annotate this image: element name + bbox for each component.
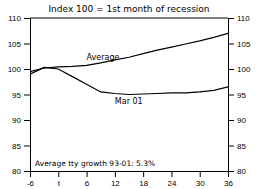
tick-label: 100 xyxy=(8,65,22,74)
axis-line xyxy=(31,172,229,178)
tick-label: 85 xyxy=(237,142,246,151)
tick: 85 xyxy=(12,142,30,151)
axis-line xyxy=(229,19,235,172)
tick-mark xyxy=(24,146,30,147)
tick-mark xyxy=(24,171,30,172)
tick-label: 95 xyxy=(12,91,21,100)
axis-line xyxy=(24,19,31,172)
tick-label: 110 xyxy=(8,14,21,23)
tick-mark xyxy=(228,120,234,121)
chart: -6 t 6 12 18 24 30 36 80 85 90 95 100 105 110 80 85 90 95 1… xyxy=(0,0,258,189)
tick-label: 90 xyxy=(12,116,21,125)
tick-mark xyxy=(171,171,172,177)
tick: 18 xyxy=(139,171,148,188)
plot: -6 t 6 12 18 24 30 36 80 85 90 95 100 105 110 80 85 90 95 1… xyxy=(8,14,251,188)
y2-axis: 80 85 90 95 100 105 110 xyxy=(228,14,251,176)
tick-mark xyxy=(24,44,30,45)
title: Index 100 = 1st month of recession xyxy=(48,4,209,14)
tick: 105 xyxy=(228,40,251,49)
tick-mark xyxy=(115,171,116,177)
tick-mark xyxy=(87,171,88,177)
tick-label: 85 xyxy=(12,142,21,151)
tick: 95 xyxy=(228,91,246,100)
tick-mark xyxy=(228,95,234,96)
tick-label: 6 xyxy=(85,179,90,188)
tick-label: -6 xyxy=(27,179,35,188)
tick-label: 30 xyxy=(196,179,205,188)
tick-label: 80 xyxy=(12,167,21,176)
series-line xyxy=(30,67,228,94)
tick-mark xyxy=(24,69,30,70)
tick-mark xyxy=(24,120,30,121)
x-axis: -6 t 6 12 18 24 30 36 xyxy=(27,171,234,188)
tick: 85 xyxy=(228,142,246,151)
tick: 12 xyxy=(111,171,120,188)
tick: 80 xyxy=(12,167,30,176)
tick-label: 24 xyxy=(167,179,176,188)
tick-label: 100 xyxy=(237,65,251,74)
tick-label: 12 xyxy=(111,179,120,188)
tick: -6 xyxy=(27,171,35,188)
frame-top xyxy=(30,18,228,19)
tick: 36 xyxy=(224,171,233,188)
tick: 90 xyxy=(12,116,30,125)
tick: 100 xyxy=(8,65,30,74)
tick-mark xyxy=(143,171,144,177)
tick: 105 xyxy=(8,40,30,49)
tick: 95 xyxy=(12,91,30,100)
tick: 110 xyxy=(8,14,30,23)
tick-mark xyxy=(228,69,234,70)
tick-mark xyxy=(200,171,201,177)
tick-mark xyxy=(228,146,234,147)
tick-mark xyxy=(228,18,234,19)
tick: 30 xyxy=(196,171,205,188)
tick: t xyxy=(58,171,61,188)
line-label: Mar 01 xyxy=(115,97,143,106)
y-axis: 80 85 90 95 100 105 110 xyxy=(8,14,31,176)
tick-label: 36 xyxy=(224,179,233,188)
tick-label: 95 xyxy=(237,91,246,100)
tick: 80 xyxy=(228,167,246,176)
tick-label: 110 xyxy=(237,14,250,23)
tick: 90 xyxy=(228,116,246,125)
annotation: Average tty growth 93-01: 5.3% xyxy=(35,159,155,168)
tick-label: 105 xyxy=(237,40,251,49)
tick-mark xyxy=(24,95,30,96)
tick-mark xyxy=(58,171,59,177)
tick-mark xyxy=(228,44,234,45)
tick: 6 xyxy=(85,171,90,188)
tick-mark xyxy=(228,171,234,172)
series-line xyxy=(30,33,228,71)
tick-label: 105 xyxy=(8,40,22,49)
tick-mark xyxy=(24,18,30,19)
lines xyxy=(30,33,228,94)
tick-label: 90 xyxy=(237,116,246,125)
tick-label: 80 xyxy=(237,167,246,176)
tick: 100 xyxy=(228,65,251,74)
tick-label: 18 xyxy=(139,179,148,188)
line-label: Average xyxy=(87,53,120,62)
tick-label: t xyxy=(58,179,61,188)
tick: 24 xyxy=(167,171,176,188)
tick: 110 xyxy=(228,14,250,23)
